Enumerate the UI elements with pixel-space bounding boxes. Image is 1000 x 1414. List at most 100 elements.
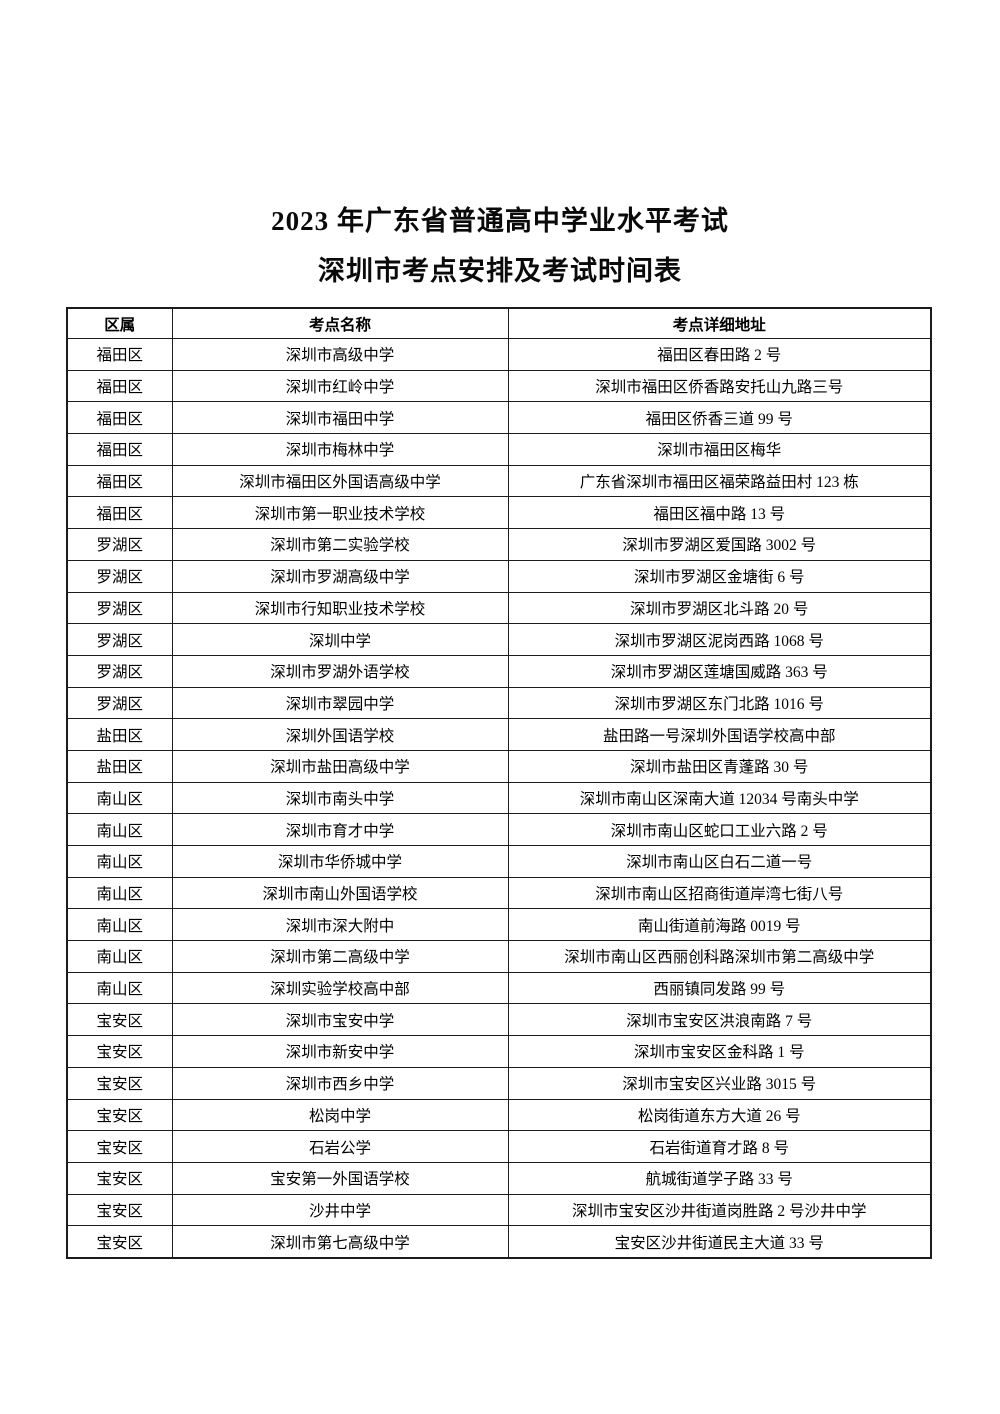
address-cell: 盐田路一号深圳外国语学校高中部: [507, 718, 932, 751]
table-row: 宝安区 深圳市西乡中学 深圳市宝安区兴业路 3015 号: [66, 1066, 932, 1100]
site-name-cell: 深圳市第一职业技术学校: [171, 496, 509, 530]
table-row: 南山区 深圳市南头中学 深圳市南山区深南大道 12034 号南头中学: [66, 781, 932, 815]
table-row: 宝安区 沙井中学 深圳市宝安区沙井街道岗胜路 2 号沙井中学: [66, 1193, 932, 1227]
address-cell: 深圳市南山区蛇口工业六路 2 号: [507, 813, 932, 846]
address-cell: 深圳市宝安区沙井街道岗胜路 2 号沙井中学: [507, 1193, 932, 1227]
table-header-row: 区属 考点名称 考点详细地址: [66, 307, 932, 339]
district-cell: 宝安区: [66, 1035, 173, 1068]
address-cell: 深圳市宝安区洪浪南路 7 号: [507, 1003, 932, 1037]
address-cell: 深圳市南山区招商街道岸湾七街八号: [507, 876, 932, 910]
site-name-cell: 深圳市翠园中学: [171, 686, 509, 720]
table-row: 宝安区 深圳市第七高级中学 宝安区沙井街道民主大道 33 号: [66, 1225, 932, 1259]
address-cell: 深圳市宝安区金科路 1 号: [507, 1035, 932, 1068]
address-cell: 深圳市福田区梅华: [507, 433, 932, 466]
district-cell: 福田区: [66, 464, 173, 498]
address-cell: 深圳市罗湖区北斗路 20 号: [507, 591, 932, 625]
site-name-cell: 深圳市福田区外国语高级中学: [171, 464, 509, 498]
site-name-cell: 深圳市第七高级中学: [171, 1225, 509, 1259]
address-cell: 深圳市罗湖区爱国路 3002 号: [507, 528, 932, 561]
table-row: 宝安区 松岗中学 松岗街道东方大道 26 号: [66, 1098, 932, 1132]
district-cell: 盐田区: [66, 749, 173, 783]
site-name-cell: 深圳市高级中学: [171, 338, 509, 371]
address-cell: 南山街道前海路 0019 号: [507, 908, 932, 942]
district-cell: 南山区: [66, 876, 173, 910]
table-row: 宝安区 宝安第一外国语学校 航城街道学子路 33 号: [66, 1161, 932, 1195]
site-name-cell: 深圳市盐田高级中学: [171, 749, 509, 783]
table-row: 宝安区 深圳市新安中学 深圳市宝安区金科路 1 号: [66, 1035, 932, 1068]
address-cell: 深圳市南山区西丽创科路深圳市第二高级中学: [507, 940, 932, 973]
address-cell: 广东省深圳市福田区福荣路益田村 123 栋: [507, 464, 932, 498]
address-cell: 福田区福中路 13 号: [507, 496, 932, 530]
table-row: 罗湖区 深圳市第二实验学校 深圳市罗湖区爱国路 3002 号: [66, 528, 932, 561]
table-row: 罗湖区 深圳市罗湖外语学校 深圳市罗湖区莲塘国威路 363 号: [66, 654, 932, 688]
district-cell: 南山区: [66, 813, 173, 846]
address-cell: 深圳市罗湖区泥岗西路 1068 号: [507, 623, 932, 656]
site-name-cell: 深圳市华侨城中学: [171, 845, 509, 878]
district-cell: 宝安区: [66, 1161, 173, 1195]
district-cell: 福田区: [66, 496, 173, 530]
address-cell: 深圳市罗湖区莲塘国威路 363 号: [507, 654, 932, 688]
table-row: 南山区 深圳市南山外国语学校 深圳市南山区招商街道岸湾七街八号: [66, 876, 932, 910]
address-cell: 航城街道学子路 33 号: [507, 1161, 932, 1195]
district-cell: 罗湖区: [66, 591, 173, 625]
table-row: 南山区 深圳实验学校高中部 西丽镇同发路 99 号: [66, 971, 932, 1005]
address-cell: 深圳市福田区侨香路安托山九路三号: [507, 369, 932, 403]
table-row: 盐田区 深圳市盐田高级中学 深圳市盐田区青蓬路 30 号: [66, 749, 932, 783]
table-row: 盐田区 深圳外国语学校 盐田路一号深圳外国语学校高中部: [66, 718, 932, 751]
site-name-cell: 深圳市行知职业技术学校: [171, 591, 509, 625]
table-row: 福田区 深圳市高级中学 福田区春田路 2 号: [66, 338, 932, 371]
site-name-cell: 深圳市深大附中: [171, 908, 509, 942]
site-name-cell: 深圳市福田中学: [171, 401, 509, 435]
table-row: 南山区 深圳市第二高级中学 深圳市南山区西丽创科路深圳市第二高级中学: [66, 940, 932, 973]
table-row: 福田区 深圳市福田中学 福田区侨香三道 99 号: [66, 401, 932, 435]
district-cell: 南山区: [66, 845, 173, 878]
address-cell: 石岩街道育才路 8 号: [507, 1130, 932, 1163]
title-line-2: 深圳市考点安排及考试时间表: [318, 256, 682, 286]
table-row: 南山区 深圳市育才中学 深圳市南山区蛇口工业六路 2 号: [66, 813, 932, 846]
site-name-cell: 深圳中学: [171, 623, 509, 656]
table-row: 福田区 深圳市红岭中学 深圳市福田区侨香路安托山九路三号: [66, 369, 932, 403]
district-cell: 宝安区: [66, 1130, 173, 1163]
header-district: 区属: [66, 307, 173, 339]
site-name-cell: 宝安第一外国语学校: [171, 1161, 509, 1195]
district-cell: 宝安区: [66, 1193, 173, 1227]
site-name-cell: 沙井中学: [171, 1193, 509, 1227]
address-cell: 深圳市盐田区青蓬路 30 号: [507, 749, 932, 783]
exam-table-body: 福田区 深圳市高级中学 福田区春田路 2 号福田区 深圳市红岭中学 深圳市福田区侨香路安…: [66, 338, 932, 1259]
table-row: 福田区 深圳市梅林中学 深圳市福田区梅华: [66, 433, 932, 466]
table-row: 福田区 深圳市第一职业技术学校 福田区福中路 13 号: [66, 496, 932, 530]
table-row: 南山区 深圳市深大附中 南山街道前海路 0019 号: [66, 908, 932, 942]
district-cell: 福田区: [66, 401, 173, 435]
district-cell: 盐田区: [66, 718, 173, 751]
site-name-cell: 深圳市育才中学: [171, 813, 509, 846]
district-cell: 福田区: [66, 433, 173, 466]
address-cell: 宝安区沙井街道民主大道 33 号: [507, 1225, 932, 1259]
site-name-cell: 深圳市南头中学: [171, 781, 509, 815]
exam-sites-table: 区属 考点名称 考点详细地址 福田区 深圳市高级中学 福田区春田路 2 号福田区 深圳…: [66, 307, 932, 1259]
district-cell: 罗湖区: [66, 654, 173, 688]
district-cell: 宝安区: [66, 1098, 173, 1132]
table-row: 福田区 深圳市福田区外国语高级中学 广东省深圳市福田区福荣路益田村 123 栋: [66, 464, 932, 498]
site-name-cell: 深圳市南山外国语学校: [171, 876, 509, 910]
address-cell: 深圳市南山区白石二道一号: [507, 845, 932, 878]
district-cell: 福田区: [66, 369, 173, 403]
district-cell: 南山区: [66, 971, 173, 1005]
address-cell: 福田区春田路 2 号: [507, 338, 932, 371]
site-name-cell: 石岩公学: [171, 1130, 509, 1163]
site-name-cell: 深圳市西乡中学: [171, 1066, 509, 1100]
table-row: 罗湖区 深圳市翠园中学 深圳市罗湖区东门北路 1016 号: [66, 686, 932, 720]
district-cell: 南山区: [66, 908, 173, 942]
header-site-name: 考点名称: [171, 307, 509, 339]
district-cell: 罗湖区: [66, 686, 173, 720]
table-row: 罗湖区 深圳市罗湖高级中学 深圳市罗湖区金塘街 6 号: [66, 559, 932, 593]
district-cell: 南山区: [66, 781, 173, 815]
address-cell: 深圳市罗湖区金塘街 6 号: [507, 559, 932, 593]
address-cell: 深圳市罗湖区东门北路 1016 号: [507, 686, 932, 720]
document-title: 2023 年广东省普通高中学业水平考试 深圳市考点安排及考试时间表: [0, 196, 1000, 296]
table-row: 罗湖区 深圳市行知职业技术学校 深圳市罗湖区北斗路 20 号: [66, 591, 932, 625]
table-row: 宝安区 深圳市宝安中学 深圳市宝安区洪浪南路 7 号: [66, 1003, 932, 1037]
title-line-1: 2023 年广东省普通高中学业水平考试: [271, 206, 729, 236]
site-name-cell: 深圳市新安中学: [171, 1035, 509, 1068]
district-cell: 福田区: [66, 338, 173, 371]
district-cell: 宝安区: [66, 1066, 173, 1100]
